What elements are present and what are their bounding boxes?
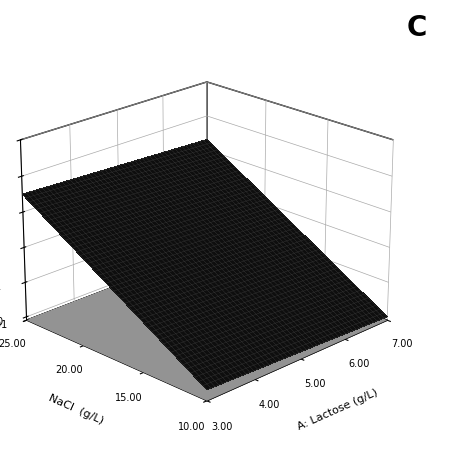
X-axis label: A: Lactose (g/L): A: Lactose (g/L) bbox=[296, 387, 380, 432]
Text: C: C bbox=[407, 14, 427, 43]
Y-axis label: NaCl  (g/L): NaCl (g/L) bbox=[47, 393, 105, 426]
